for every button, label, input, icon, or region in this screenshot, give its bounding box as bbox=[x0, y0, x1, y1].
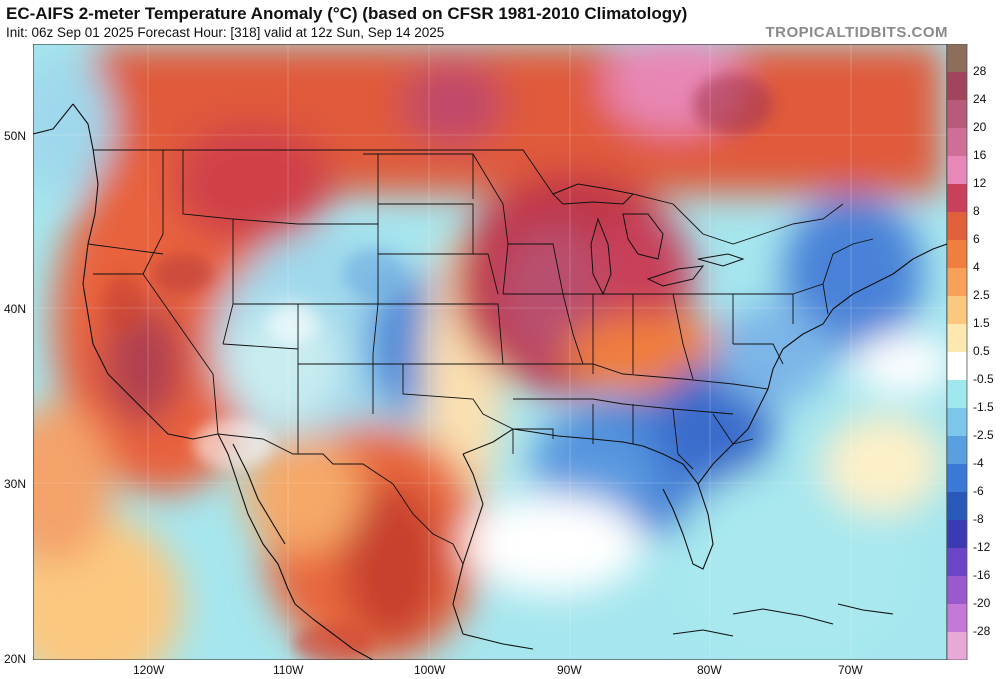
legend-swatch bbox=[947, 464, 967, 493]
legend-swatch bbox=[947, 352, 967, 381]
map-title: EC-AIFS 2-meter Temperature Anomaly (°C)… bbox=[6, 4, 688, 23]
lon-label-70w: 70W bbox=[838, 663, 863, 677]
legend-label: 1.5 bbox=[973, 316, 990, 330]
legend-label: 0.5 bbox=[973, 344, 990, 358]
anomaly-map bbox=[33, 44, 947, 660]
legend-swatch bbox=[947, 632, 967, 660]
color-legend bbox=[947, 44, 968, 660]
legend-swatch bbox=[947, 520, 967, 549]
legend-label: 28 bbox=[973, 64, 987, 78]
legend-swatch bbox=[947, 72, 967, 101]
legend-swatch bbox=[947, 548, 967, 577]
legend-swatch bbox=[947, 436, 967, 465]
legend-frame bbox=[947, 44, 968, 660]
legend-label: -16 bbox=[973, 568, 991, 582]
legend-swatch bbox=[947, 604, 967, 633]
coastlines bbox=[33, 103, 947, 660]
legend-label: 4 bbox=[973, 260, 980, 274]
lon-label-80w: 80W bbox=[697, 663, 722, 677]
lat-label-20n: 20N bbox=[4, 652, 27, 666]
legend-label: -0.5 bbox=[973, 372, 994, 386]
anomaly-field bbox=[33, 44, 947, 660]
lat-label-40n: 40N bbox=[4, 302, 27, 316]
state-borders bbox=[87, 149, 874, 565]
legend-swatch bbox=[947, 408, 967, 437]
lon-label-120w: 120W bbox=[133, 663, 165, 677]
legend-swatch bbox=[947, 212, 967, 241]
legend-swatch bbox=[947, 576, 967, 605]
legend-label: -6 bbox=[973, 484, 984, 498]
lat-label-50n: 50N bbox=[4, 129, 27, 143]
graticule bbox=[33, 44, 947, 660]
legend-label: -1.5 bbox=[973, 400, 994, 414]
legend-swatch bbox=[947, 44, 967, 73]
legend-label: 20 bbox=[973, 120, 987, 134]
legend-label: -4 bbox=[973, 456, 984, 470]
legend-swatch bbox=[947, 156, 967, 185]
legend-swatch bbox=[947, 268, 967, 297]
legend-swatch bbox=[947, 492, 967, 521]
great-lakes bbox=[552, 183, 745, 296]
anomaly-detail bbox=[103, 74, 773, 660]
legend-label: 16 bbox=[973, 148, 987, 162]
legend-swatch bbox=[947, 100, 967, 129]
legend-swatch bbox=[947, 380, 967, 409]
legend-label: -28 bbox=[973, 624, 991, 638]
legend-label: -8 bbox=[973, 512, 984, 526]
legend-label: 2.5 bbox=[973, 288, 990, 302]
legend-swatch bbox=[947, 296, 967, 325]
lon-label-100w: 100W bbox=[414, 663, 446, 677]
legend-label: -20 bbox=[973, 596, 991, 610]
lon-label-90w: 90W bbox=[557, 663, 582, 677]
legend-label: -2.5 bbox=[973, 428, 994, 442]
legend-label: 8 bbox=[973, 204, 980, 218]
lon-label-110w: 110W bbox=[273, 663, 304, 677]
legend-swatch bbox=[947, 128, 967, 157]
lat-label-30n: 30N bbox=[4, 477, 27, 491]
legend-label: 12 bbox=[973, 176, 987, 190]
legend-swatch bbox=[947, 184, 967, 213]
legend-label: 24 bbox=[973, 92, 987, 106]
brand-watermark: TROPICALTIDBITS.COM bbox=[765, 24, 948, 41]
map-subtitle: Init: 06z Sep 01 2025 Forecast Hour: [31… bbox=[6, 25, 445, 40]
legend-label: 6 bbox=[973, 232, 980, 246]
legend-label: -12 bbox=[973, 540, 991, 554]
legend-swatch bbox=[947, 324, 967, 353]
legend-swatch bbox=[947, 240, 967, 269]
